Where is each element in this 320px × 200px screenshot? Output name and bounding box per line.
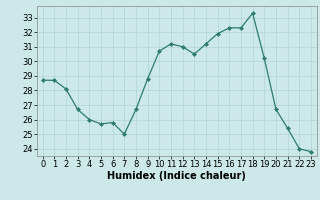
X-axis label: Humidex (Indice chaleur): Humidex (Indice chaleur) [108, 171, 246, 181]
